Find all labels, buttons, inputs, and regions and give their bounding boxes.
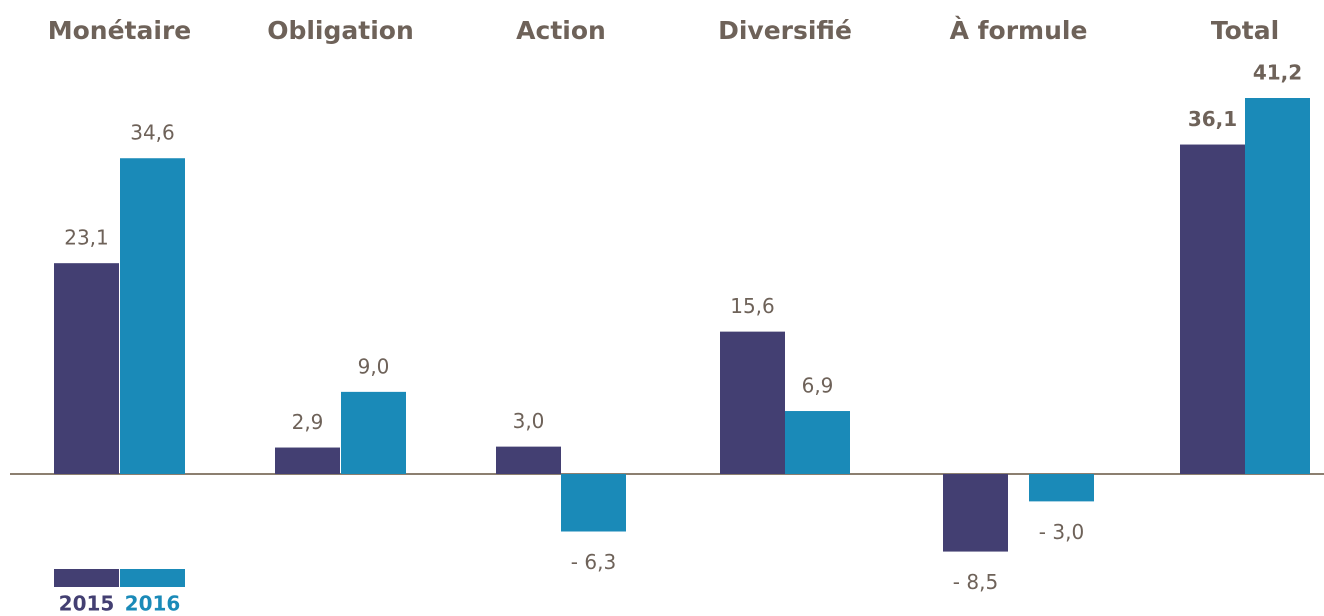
bar (561, 474, 626, 532)
category-label: Action (516, 16, 606, 45)
bar (54, 263, 119, 474)
bar (496, 446, 561, 474)
bar (720, 331, 785, 474)
bar (1180, 144, 1245, 474)
value-label: 3,0 (513, 409, 545, 433)
value-label: 15,6 (730, 294, 775, 318)
legend-swatch (54, 569, 119, 587)
bar (785, 411, 850, 474)
bar (341, 391, 406, 474)
category-label: Monétaire (48, 16, 191, 45)
value-label: 9,0 (358, 354, 390, 378)
value-label: 41,2 (1253, 61, 1302, 85)
category-label: À formule (950, 16, 1088, 45)
value-label: 2,9 (292, 410, 324, 434)
value-label: 34,6 (130, 121, 175, 145)
bar (275, 447, 340, 474)
bar (1245, 98, 1310, 474)
legend-swatch (120, 569, 185, 587)
value-label: 36,1 (1188, 107, 1237, 131)
bar (1029, 474, 1094, 502)
legend-label: 2016 (125, 592, 181, 616)
category-label: Total (1211, 16, 1279, 45)
value-label: - 6,3 (571, 550, 616, 574)
bar (943, 474, 1008, 552)
value-label: 6,9 (802, 374, 834, 398)
legend-label: 2015 (59, 592, 115, 616)
category-label: Diversifié (718, 16, 852, 45)
value-label: - 8,5 (953, 570, 998, 594)
bar (120, 158, 185, 474)
value-label: - 3,0 (1039, 520, 1084, 544)
value-label: 23,1 (64, 226, 109, 250)
category-label: Obligation (267, 16, 414, 45)
